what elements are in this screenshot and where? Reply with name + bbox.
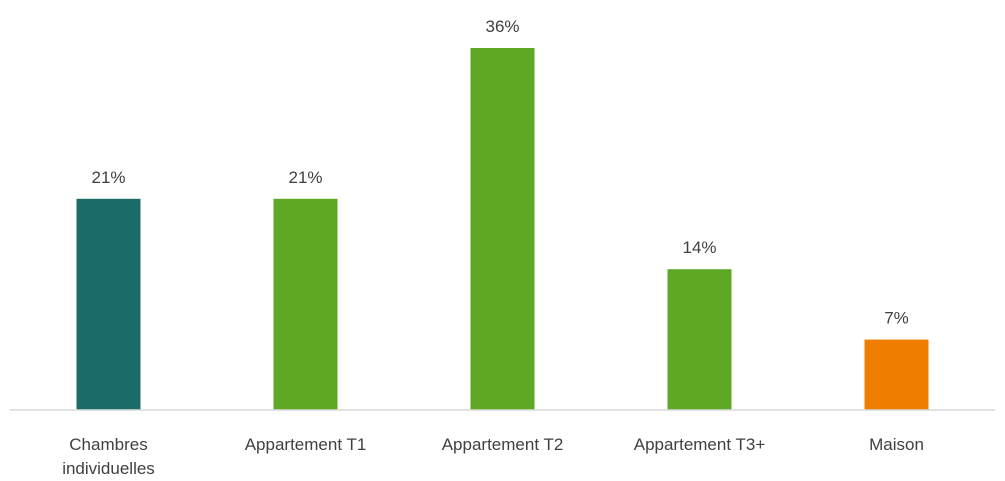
data-label-3: 14% <box>682 238 716 257</box>
bar-0 <box>76 198 141 410</box>
category-label-3: Appartement T3+ <box>634 435 766 454</box>
data-label-1: 21% <box>288 168 322 187</box>
bars-layer <box>76 48 929 410</box>
bar-3 <box>667 269 732 410</box>
category-label-0-line-0: Chambres <box>69 435 147 454</box>
bar-4 <box>864 339 929 410</box>
category-label-2: Appartement T2 <box>442 435 564 454</box>
category-label-4: Maison <box>869 435 924 454</box>
category-label-0-line-1: individuelles <box>62 459 155 478</box>
data-label-0: 21% <box>91 168 125 187</box>
data-label-2: 36% <box>485 17 519 36</box>
data-labels-layer: 21% 21% 36% 14% 7% <box>91 17 908 328</box>
bar-2 <box>470 48 535 410</box>
category-label-1: Appartement T1 <box>245 435 367 454</box>
data-label-4: 7% <box>884 309 909 328</box>
category-labels-layer: Chambres individuelles Appartement T1 Appar… <box>62 435 924 478</box>
bar-1 <box>273 198 338 410</box>
